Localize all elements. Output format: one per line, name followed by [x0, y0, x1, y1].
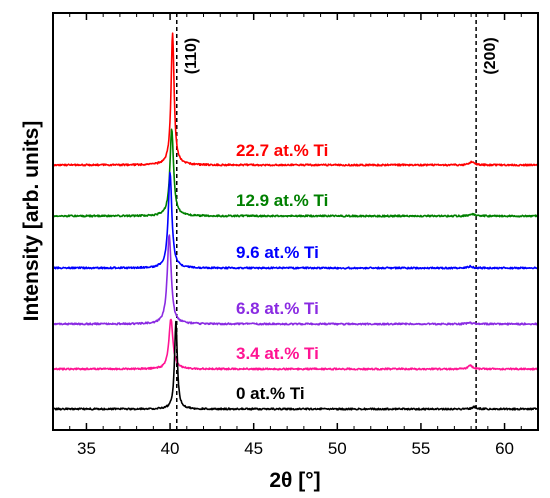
series-label-4: 6.8 at.% Ti — [236, 299, 319, 318]
x-tick-label-55: 55 — [411, 439, 430, 458]
series-line-5 — [52, 318, 539, 371]
series-line-4 — [52, 234, 539, 326]
reference-line-label-1: (110) — [183, 38, 200, 74]
x-tick-label-40: 40 — [161, 439, 180, 458]
x-tick-label-35: 35 — [77, 439, 96, 458]
reference-line-label-2: (200) — [482, 37, 499, 74]
x-axis: 35 40 45 50 55 60 — [52, 13, 539, 458]
series-label-2: 12.9 at.% Ti — [236, 191, 328, 210]
x-tick-label-60: 60 — [495, 439, 514, 458]
x-axis-title: 2θ [°] — [269, 469, 320, 492]
series-label-6: 0 at.% Ti — [236, 384, 305, 403]
plot-frame — [52, 12, 539, 431]
series-line-3 — [52, 171, 539, 270]
series-line-1 — [52, 32, 539, 167]
series-line-6 — [52, 320, 539, 411]
x-tick-label-45: 45 — [244, 439, 263, 458]
y-axis-title: Intensity [arb. units] — [20, 121, 43, 322]
plot-area: (110) (200) 22.7 at.% Ti 12.9 at.% Ti 9.6 at… — [52, 13, 539, 430]
series-label-1: 22.7 at.% Ti — [236, 141, 328, 160]
series-line-2 — [52, 128, 539, 218]
series-label-3: 9.6 at.% Ti — [236, 243, 319, 262]
x-tick-label-50: 50 — [328, 439, 347, 458]
series-label-5: 3.4 at.% Ti — [236, 344, 319, 363]
